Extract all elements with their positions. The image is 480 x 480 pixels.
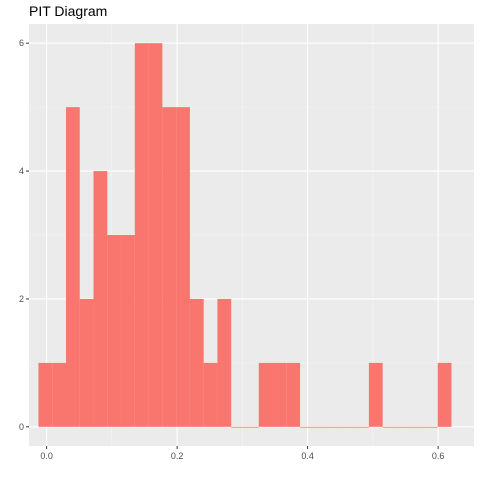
histogram-bar — [355, 426, 369, 428]
histogram-bar — [341, 426, 356, 428]
histogram-bar — [327, 426, 342, 428]
histogram-bar — [79, 298, 94, 427]
histogram-bar — [38, 362, 53, 427]
histogram-bar — [107, 235, 122, 427]
x-tick-label: 0.2 — [171, 451, 184, 461]
histogram-bar — [162, 107, 177, 427]
histogram-bar — [244, 426, 259, 428]
histogram-bar — [437, 362, 452, 427]
histogram-bar — [121, 235, 135, 427]
histogram-bar — [368, 362, 383, 427]
histogram-bars — [38, 43, 452, 428]
histogram-bar — [258, 362, 273, 427]
x-tick-label: 0.6 — [432, 451, 445, 461]
y-tick-label: 2 — [19, 294, 24, 304]
chart-title: PIT Diagram — [29, 3, 107, 19]
y-tick-label: 6 — [19, 38, 24, 48]
histogram-bar — [272, 362, 287, 427]
y-tick-label: 0 — [19, 422, 24, 432]
y-axis: 0 2 4 6 — [19, 38, 29, 432]
histogram-bar — [423, 426, 438, 428]
histogram-bar — [313, 426, 328, 428]
histogram-bar — [189, 298, 204, 427]
x-axis: 0.0 0.2 0.4 0.6 — [40, 446, 444, 461]
histogram-bar — [231, 426, 245, 428]
histogram-bar — [217, 298, 232, 427]
histogram-bar — [382, 426, 397, 428]
x-tick-label: 0.4 — [301, 451, 314, 461]
histogram-bar — [410, 426, 424, 428]
histogram-bar — [52, 362, 66, 427]
histogram-bar — [396, 426, 411, 428]
histogram-bar — [148, 43, 163, 427]
histogram-bar — [300, 426, 314, 428]
histogram-bar — [203, 362, 218, 427]
x-tick-label: 0.0 — [40, 451, 53, 461]
histogram-bar — [134, 43, 149, 427]
y-tick-label: 4 — [19, 166, 24, 176]
histogram-bar — [65, 107, 80, 427]
histogram-bar — [176, 107, 190, 427]
histogram-bar — [93, 171, 108, 427]
histogram-bar — [286, 362, 301, 427]
